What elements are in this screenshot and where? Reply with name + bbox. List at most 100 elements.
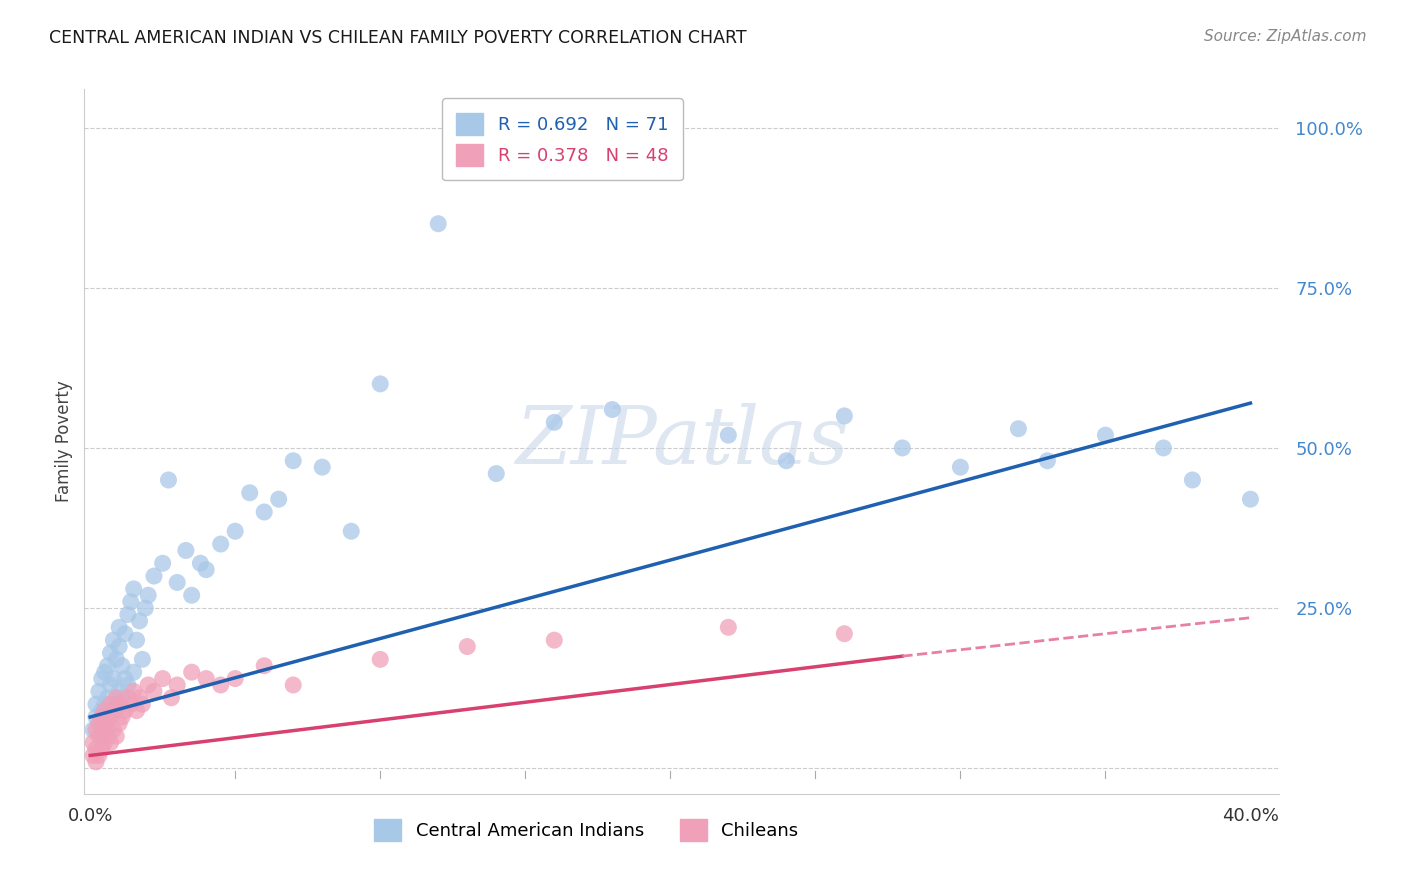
- Point: [120, 595, 142, 609]
- Point: [209, 537, 232, 551]
- Point: [100, 736, 122, 750]
- Point: [84, 755, 107, 769]
- Point: [93, 665, 115, 680]
- Point: [283, 454, 305, 468]
- Point: [717, 428, 740, 442]
- Point: [114, 626, 136, 640]
- Legend: Central American Indians, Chileans: Central American Indians, Chileans: [367, 812, 806, 848]
- Point: [90, 729, 112, 743]
- Point: [100, 646, 122, 660]
- Text: ZIPatlas: ZIPatlas: [515, 403, 849, 480]
- Point: [427, 217, 450, 231]
- Point: [253, 658, 276, 673]
- Point: [114, 672, 136, 686]
- Point: [103, 704, 125, 718]
- Point: [485, 467, 508, 481]
- Point: [93, 697, 115, 711]
- Point: [253, 505, 276, 519]
- Point: [128, 690, 150, 705]
- Point: [103, 697, 125, 711]
- Point: [152, 672, 174, 686]
- Point: [136, 588, 159, 602]
- Point: [128, 614, 150, 628]
- Point: [125, 633, 148, 648]
- Point: [87, 716, 110, 731]
- Point: [108, 640, 131, 654]
- Point: [103, 633, 125, 648]
- Point: [311, 460, 333, 475]
- Point: [1181, 473, 1204, 487]
- Point: [90, 723, 112, 737]
- Point: [122, 665, 145, 680]
- Point: [195, 563, 218, 577]
- Point: [82, 723, 104, 737]
- Point: [105, 652, 128, 666]
- Point: [283, 678, 305, 692]
- Point: [84, 742, 107, 756]
- Point: [143, 569, 166, 583]
- Point: [117, 690, 139, 705]
- Text: Source: ZipAtlas.com: Source: ZipAtlas.com: [1204, 29, 1367, 44]
- Point: [82, 736, 104, 750]
- Point: [87, 684, 110, 698]
- Point: [105, 704, 128, 718]
- Point: [143, 684, 166, 698]
- Point: [103, 672, 125, 686]
- Point: [136, 678, 159, 692]
- Point: [949, 460, 972, 475]
- Point: [834, 409, 856, 423]
- Point: [120, 697, 142, 711]
- Point: [368, 376, 391, 391]
- Point: [190, 556, 212, 570]
- Point: [267, 492, 290, 507]
- Point: [775, 454, 797, 468]
- Point: [87, 748, 110, 763]
- Point: [180, 665, 202, 680]
- Point: [82, 748, 104, 763]
- Point: [543, 415, 565, 429]
- Point: [166, 575, 188, 590]
- Point: [166, 678, 188, 692]
- Point: [543, 633, 565, 648]
- Point: [1036, 454, 1059, 468]
- Point: [224, 524, 246, 539]
- Point: [108, 697, 131, 711]
- Point: [157, 473, 180, 487]
- Point: [160, 690, 183, 705]
- Point: [1094, 428, 1116, 442]
- Point: [111, 690, 134, 705]
- Point: [1239, 492, 1261, 507]
- Point: [111, 710, 134, 724]
- Point: [93, 704, 115, 718]
- Point: [111, 658, 134, 673]
- Point: [108, 684, 131, 698]
- Point: [131, 652, 153, 666]
- Point: [456, 640, 478, 654]
- Point: [340, 524, 363, 539]
- Point: [100, 678, 122, 692]
- Point: [117, 678, 139, 692]
- Point: [891, 441, 914, 455]
- Point: [100, 710, 122, 724]
- Point: [103, 723, 125, 737]
- Point: [105, 690, 128, 705]
- Point: [84, 710, 107, 724]
- Point: [93, 716, 115, 731]
- Text: CENTRAL AMERICAN INDIAN VS CHILEAN FAMILY POVERTY CORRELATION CHART: CENTRAL AMERICAN INDIAN VS CHILEAN FAMIL…: [49, 29, 747, 46]
- Point: [1152, 441, 1174, 455]
- Point: [87, 729, 110, 743]
- Point: [108, 716, 131, 731]
- Point: [122, 684, 145, 698]
- Point: [90, 710, 112, 724]
- Point: [93, 736, 115, 750]
- Point: [90, 672, 112, 686]
- Point: [122, 582, 145, 596]
- Point: [600, 402, 623, 417]
- Point: [90, 742, 112, 756]
- Point: [195, 672, 218, 686]
- Point: [97, 658, 120, 673]
- Point: [105, 729, 128, 743]
- Point: [100, 697, 122, 711]
- Point: [134, 601, 156, 615]
- Point: [93, 716, 115, 731]
